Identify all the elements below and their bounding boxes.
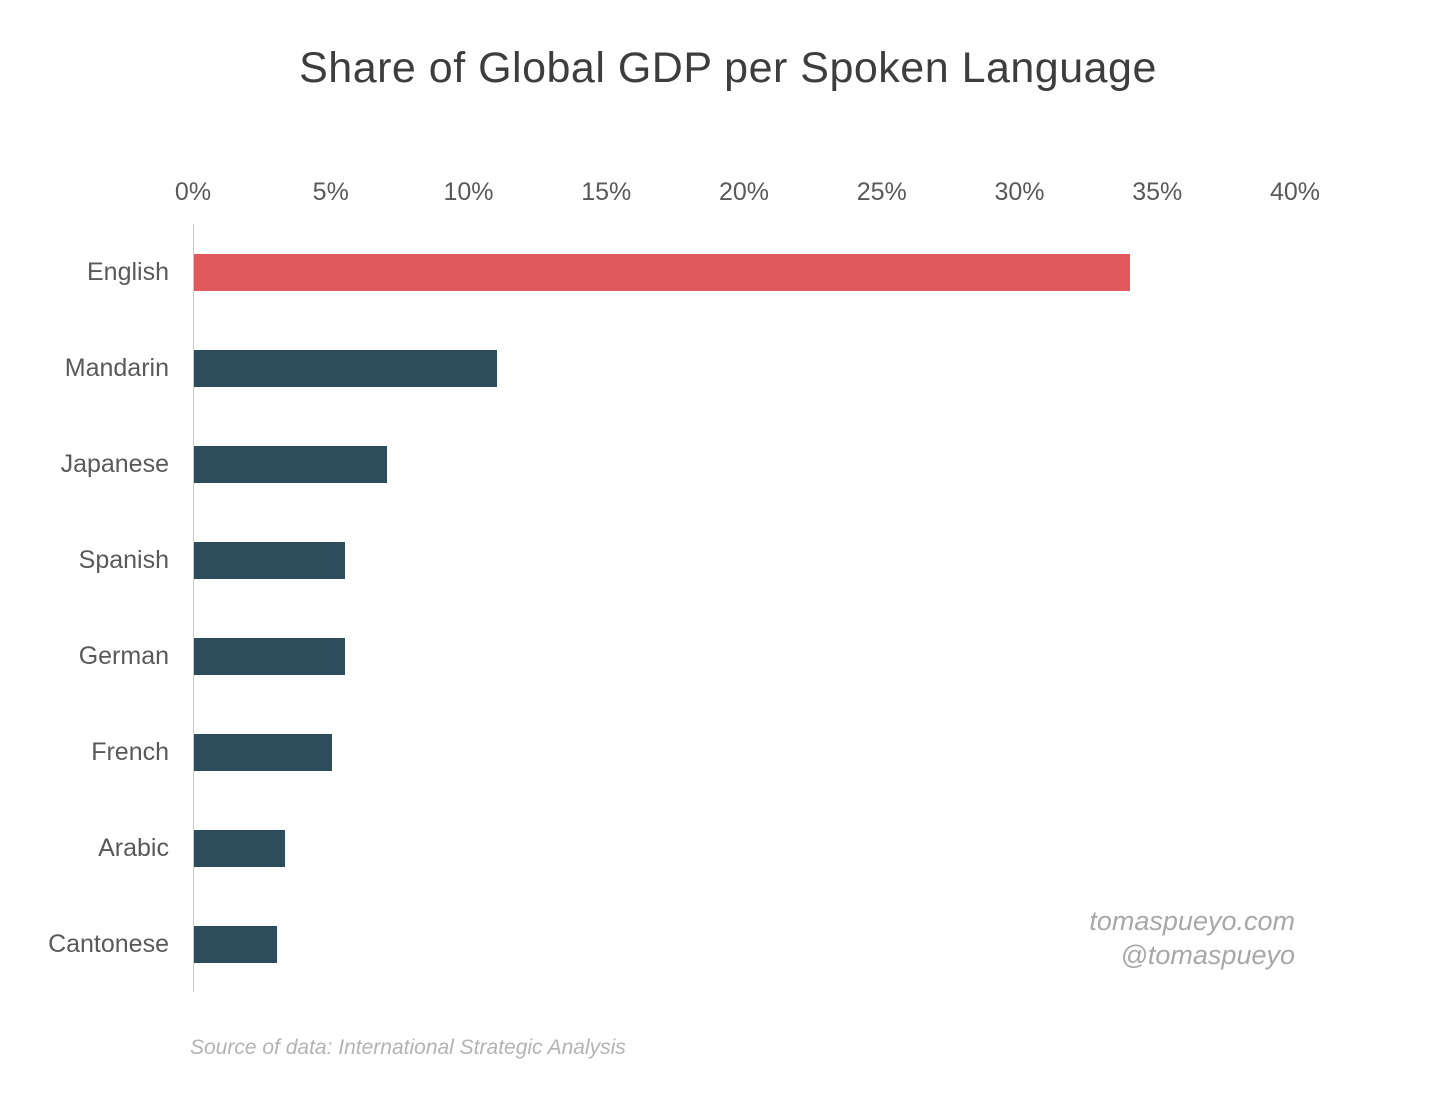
x-axis-ticks: 0% 5% 10% 15% 20% 25% 30% 35% 40% [175, 168, 1320, 224]
chart-title: Share of Global GDP per Spoken Language [299, 44, 1157, 92]
bar-german [194, 637, 346, 675]
bar-chart: 0% 5% 10% 15% 20% 25% 30% 35% 40% English Mandari… [0, 168, 1456, 992]
bar-japanese [194, 445, 387, 483]
category-label: Mandarin [64, 353, 169, 382]
bar-english [194, 253, 1130, 291]
x-tick-label: 25% [856, 178, 907, 206]
bar-row: French [0, 704, 1456, 800]
bar-track [193, 320, 1295, 416]
bar-mandarin [194, 349, 497, 387]
x-tick-label: 5% [312, 178, 349, 206]
bar-row: Japanese [0, 416, 1456, 512]
category-label: English [87, 257, 169, 286]
category-label: Arabic [98, 833, 169, 862]
category-label: Japanese [60, 449, 169, 478]
bar-row: English [0, 224, 1456, 320]
bar-track [193, 704, 1295, 800]
bar-track [193, 896, 1295, 992]
bar-arabic [194, 829, 285, 867]
x-tick-label: 30% [994, 178, 1045, 206]
category-label: French [91, 737, 169, 766]
bar-rows: English Mandarin Japanese Spanish German Fren… [0, 224, 1456, 992]
x-tick-label: 40% [1269, 178, 1321, 206]
x-tick-label: 0% [174, 178, 212, 206]
bar-spanish [194, 541, 346, 579]
bar-track [193, 224, 1295, 320]
bar-cantonese [194, 925, 277, 963]
axis-label-spacer [0, 168, 193, 224]
bar-track [193, 416, 1295, 512]
category-label: Spanish [78, 545, 169, 574]
x-tick-label: 10% [443, 178, 494, 206]
bar-track [193, 608, 1295, 704]
bar-row: German [0, 608, 1456, 704]
bar-french [194, 733, 332, 771]
category-label: German [78, 641, 169, 670]
author-credits: tomaspueyo.com @tomaspueyo [1089, 905, 1295, 973]
twitter-handle: @tomaspueyo [1120, 939, 1296, 970]
bar-row: Mandarin [0, 320, 1456, 416]
source-note: Source of data: International Strategic … [190, 1036, 626, 1059]
bar-track [193, 800, 1295, 896]
bar-row: Spanish [0, 512, 1456, 608]
bar-row: Arabic [0, 800, 1456, 896]
bar-track [193, 512, 1295, 608]
bar-row: Cantonese [0, 896, 1456, 992]
website-credit: tomaspueyo.com [1089, 906, 1295, 936]
x-axis: 0% 5% 10% 15% 20% 25% 30% 35% 40% [0, 168, 1456, 224]
category-label: Cantonese [48, 929, 169, 958]
x-tick-label: 15% [581, 178, 632, 206]
x-tick-label: 35% [1132, 178, 1183, 206]
x-tick-label: 20% [718, 178, 770, 206]
